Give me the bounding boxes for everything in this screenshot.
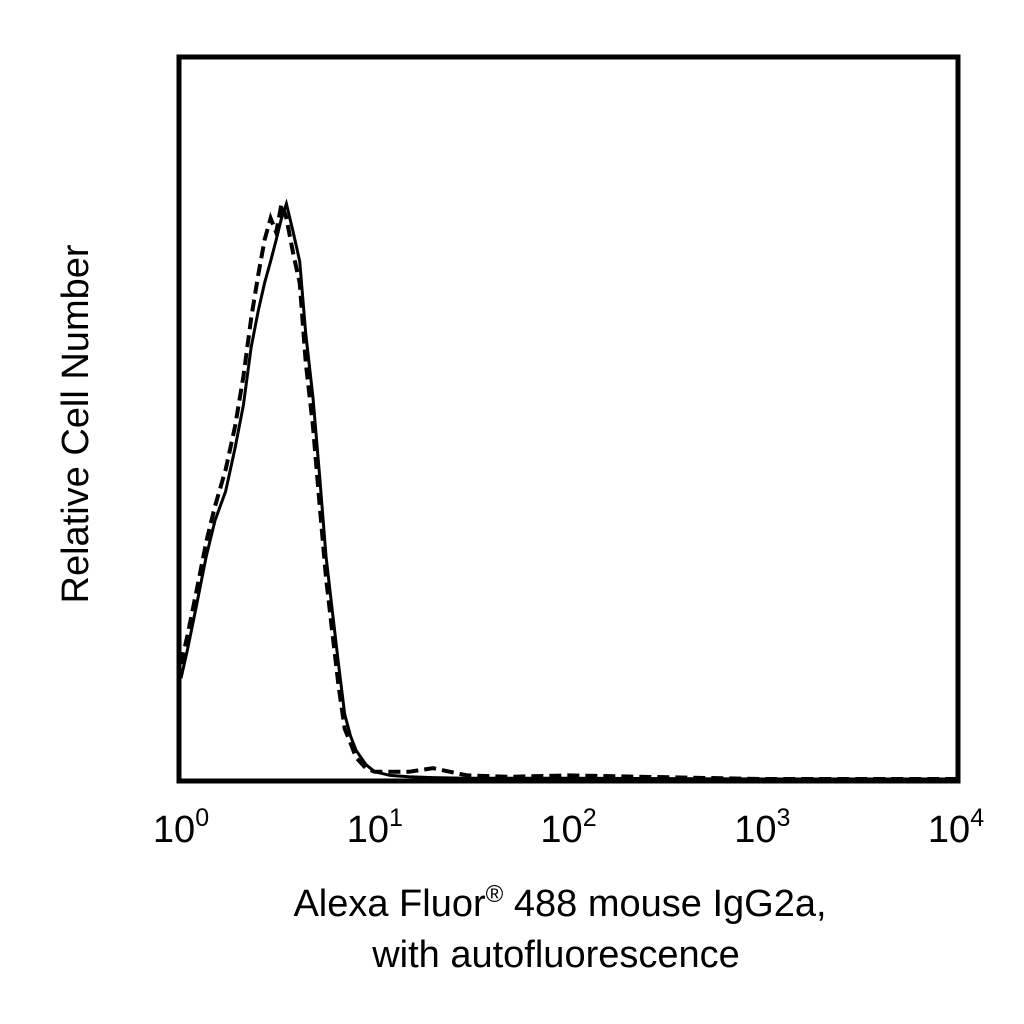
x-tick-label: 101	[347, 804, 403, 851]
x-tick-label: 102	[540, 804, 596, 851]
series-line-dashed	[179, 195, 956, 781]
x-axis-title-line2: with autofluorescence	[371, 934, 740, 976]
series-layer	[179, 195, 956, 781]
x-tick-label: 104	[928, 804, 984, 851]
x-tick-label: 100	[153, 804, 209, 851]
x-tick-labels: 100 101 102 103 104	[153, 804, 984, 851]
x-tick-label: 103	[734, 804, 790, 851]
y-axis-title: Relative Cell Number	[55, 244, 97, 603]
x-axis-title-line1: Alexa Fluor® 488 mouse IgG2a,	[293, 881, 826, 925]
series-line-solid	[179, 198, 956, 781]
plot-frame	[176, 54, 961, 784]
